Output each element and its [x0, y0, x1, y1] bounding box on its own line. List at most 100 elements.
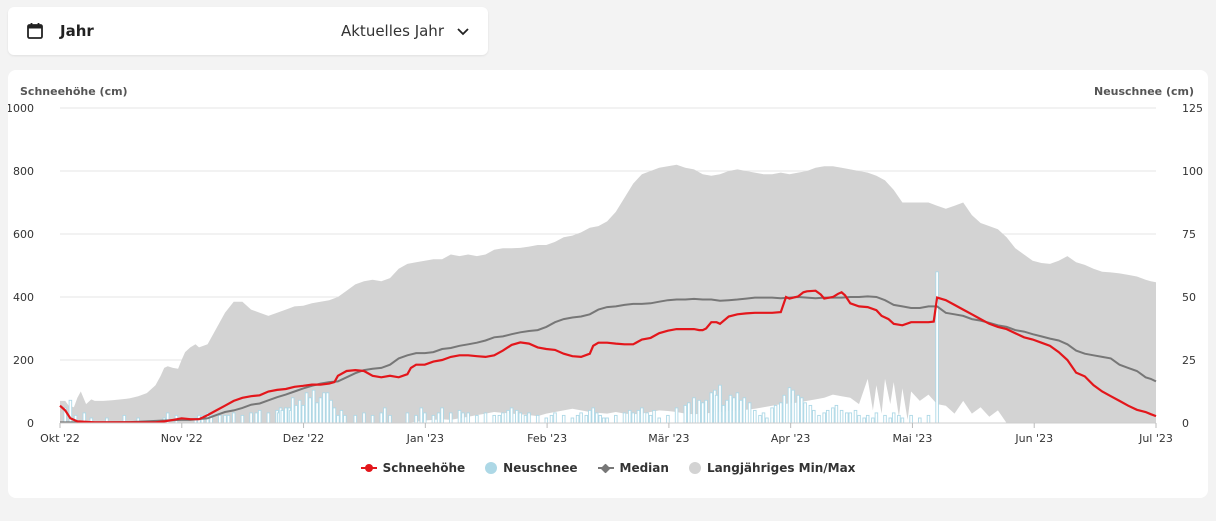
chart-legend: Schneehöhe Neuschnee Median Langjähriges…: [8, 461, 1208, 475]
year-selector[interactable]: Jahr Aktuelles Jahr: [8, 7, 488, 55]
y-left-tick-label: 200: [13, 354, 34, 367]
neuschnee-bar: [594, 412, 599, 424]
x-tick-label: Nov '22: [161, 432, 203, 445]
neuschnee-bar: [796, 394, 800, 424]
neuschnee-bar: [322, 392, 326, 424]
neuschnee-bar: [765, 417, 769, 424]
neuschnee-bar: [918, 417, 922, 424]
neuschnee-bar: [848, 412, 853, 424]
neuschnee-bar: [370, 414, 375, 424]
neuschnee-bar: [622, 412, 627, 424]
neuschnee-bar: [735, 392, 740, 424]
neuschnee-bar: [483, 412, 488, 424]
y-left-tick-label: 0: [27, 417, 34, 430]
neuschnee-bar: [598, 414, 602, 424]
neuschnee-bar: [506, 409, 510, 424]
legend-neuschnee[interactable]: Neuschnee: [485, 461, 578, 475]
neuschnee-bar: [315, 402, 319, 424]
neuschnee-bar: [388, 414, 392, 424]
y-right-tick-label: 25: [1182, 354, 1196, 367]
x-tick-label: Jan '23: [406, 432, 444, 445]
neuschnee-bar: [588, 409, 592, 424]
neuschnee-bar: [627, 409, 632, 424]
neuschnee-bar: [466, 412, 470, 424]
neuschnee-bar: [549, 414, 554, 424]
neuschnee-bar: [343, 414, 347, 424]
neuschnee-bar: [831, 407, 835, 424]
neuschnee-bar: [523, 414, 528, 424]
neuschnee-bar: [758, 414, 762, 424]
neuschnee-bar: [266, 412, 271, 424]
neuschnee-bar: [501, 412, 505, 424]
neuschnee-bar: [509, 407, 514, 424]
x-tick-label: Mär '23: [648, 432, 689, 445]
neuschnee-bar: [379, 412, 384, 424]
year-dropdown[interactable]: Aktuelles Jahr: [341, 22, 470, 40]
neuschnee-bar: [857, 414, 861, 424]
neuschnee-bar: [714, 394, 719, 424]
neuschnee-bar: [332, 407, 337, 424]
neuschnee-bar: [336, 414, 340, 424]
neuschnee-bar: [249, 412, 253, 424]
neuschnee-bar: [575, 414, 580, 424]
neuschnee-bar: [601, 417, 606, 424]
neuschnee-bar: [329, 399, 333, 424]
neuschnee-bar: [732, 397, 736, 424]
legend-label: Median: [619, 461, 669, 475]
neuschnee-bar: [561, 414, 566, 424]
neuschnee-bar: [461, 412, 465, 424]
neuschnee-bar: [614, 414, 618, 424]
neuschnee-bar: [640, 407, 644, 424]
neuschnee-bar: [553, 412, 557, 424]
neuschnee-bar: [308, 397, 312, 424]
neuschnee-bar: [935, 271, 939, 424]
neuschnee-bar: [761, 412, 766, 424]
neuschnee-bar: [883, 414, 887, 424]
calendar-icon: [27, 23, 43, 39]
neuschnee-bar: [817, 414, 821, 424]
neuschnee-bar: [865, 414, 870, 424]
legend-schneehoehe[interactable]: Schneehöhe: [360, 461, 466, 475]
neuschnee-bar: [742, 397, 747, 424]
neuschnee-bar: [584, 414, 589, 424]
neuschnee-bar: [871, 417, 875, 424]
x-tick-label: Dez '22: [283, 432, 325, 445]
neuschnee-bar: [845, 412, 849, 424]
neuschnee-bar: [803, 402, 807, 424]
neuschnee-bar: [301, 404, 305, 424]
neuschnee-bar: [240, 414, 245, 424]
legend-label: Schneehöhe: [382, 461, 466, 475]
neuschnee-bar: [674, 407, 679, 424]
x-tick-label: Apr '23: [771, 432, 811, 445]
legend-line-dot-icon: [360, 462, 377, 474]
neuschnee-bar: [257, 409, 262, 424]
neuschnee-bar: [791, 389, 795, 424]
legend-line-dot-icon: [597, 462, 614, 474]
neuschnee-bar: [739, 399, 743, 424]
neuschnee-bar: [782, 394, 787, 424]
neuschnee-bar: [888, 417, 893, 424]
legend-minmax[interactable]: Langjähriges Min/Max: [688, 461, 855, 475]
neuschnee-bar: [700, 402, 705, 424]
neuschnee-bar: [747, 402, 752, 424]
neuschnee-bar: [721, 404, 726, 424]
neuschnee-bar: [431, 414, 436, 424]
y-left-axis-title: Schneehöhe (cm): [20, 85, 128, 98]
neuschnee-bar: [718, 384, 722, 424]
neuschnee-bar: [579, 412, 583, 424]
neuschnee-bar: [648, 414, 653, 424]
neuschnee-bar: [254, 412, 259, 424]
neuschnee-bar: [687, 402, 691, 424]
legend-median[interactable]: Median: [597, 461, 669, 475]
neuschnee-bar: [339, 409, 344, 424]
neuschnee-bar: [591, 407, 595, 424]
snow-chart: Schneehöhe (cm) Neuschnee (cm) 0 200 400 60…: [8, 85, 1203, 445]
neuschnee-bar: [697, 399, 701, 424]
neuschnee-bar: [405, 412, 410, 424]
neuschnee-bar: [353, 414, 358, 424]
neuschnee-bar: [570, 417, 575, 424]
neuschnee-bar: [231, 412, 236, 424]
neuschnee-bar: [294, 404, 298, 424]
neuschnee-bar: [753, 409, 757, 424]
neuschnee-bar: [218, 414, 222, 424]
